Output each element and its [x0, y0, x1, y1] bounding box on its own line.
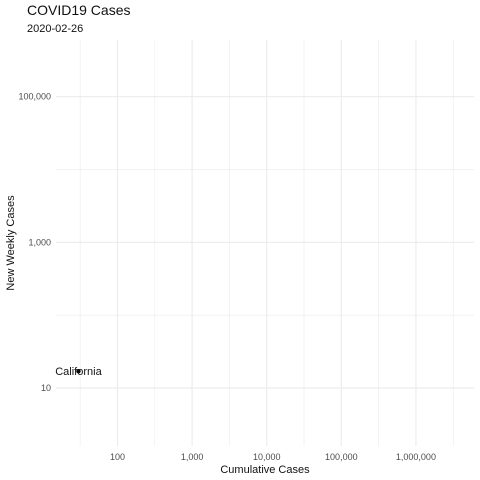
x-tick-label: 100 [110, 452, 125, 462]
x-tick-label: 1,000,000 [396, 452, 436, 462]
x-tick-label: 10,000 [253, 452, 281, 462]
data-point [76, 369, 81, 374]
y-axis-ticks: 10 1,000 100,000 [18, 92, 51, 393]
x-tick-label: 1,000 [181, 452, 204, 462]
y-axis-label: New Weekly Cases [5, 195, 17, 291]
x-axis-ticks: 100 1,000 10,000 100,000 1,000,000 [110, 452, 436, 462]
x-axis-label: Cumulative Cases [220, 464, 310, 476]
data-points: California [55, 366, 102, 378]
y-tick-label: 100,000 [18, 92, 51, 102]
x-tick-label: 100,000 [325, 452, 358, 462]
chart-subtitle: 2020-02-26 [27, 23, 83, 35]
grid-lines [56, 40, 474, 446]
y-tick-label: 1,000 [28, 237, 51, 247]
y-tick-label: 10 [41, 383, 51, 393]
data-point-label: California [55, 366, 102, 378]
chart-title: COVID19 Cases [27, 2, 130, 18]
